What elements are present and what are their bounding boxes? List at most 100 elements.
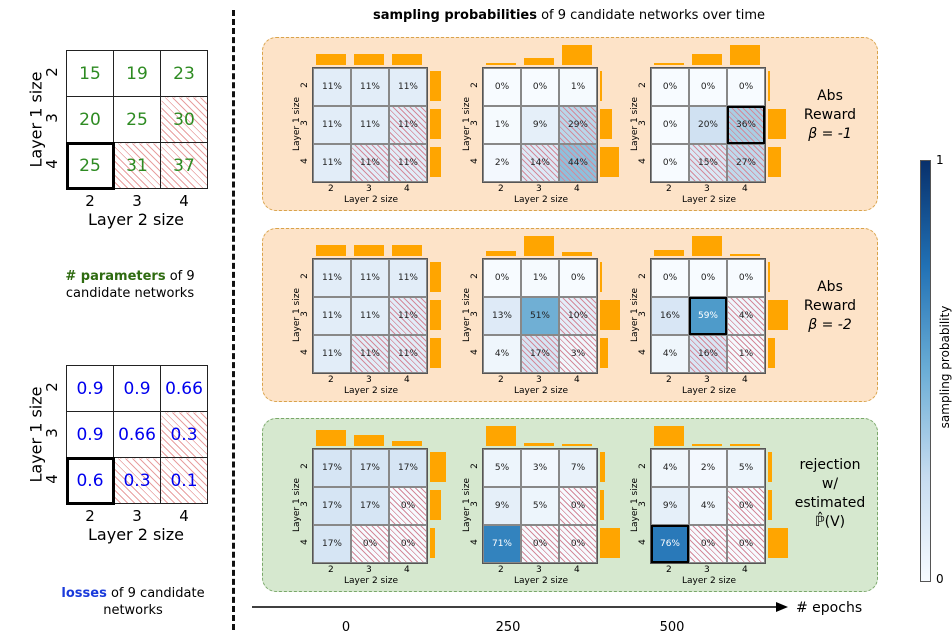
mini-side-bar [430, 452, 447, 482]
mini-cell: 1% [559, 68, 597, 106]
mini-side-bar [768, 109, 786, 139]
epoch-tick-0: 0 [341, 620, 351, 635]
mini-side-marginals [768, 258, 788, 372]
mini-top-bar [524, 443, 554, 446]
colorbar [920, 160, 931, 582]
params-caption-bold: # parameters [65, 269, 166, 284]
mini-side-marginals [600, 258, 620, 372]
mini-cell: 5% [727, 449, 765, 487]
mini-cell: 29% [559, 106, 597, 144]
mini-col-tick: 3 [366, 565, 372, 575]
mini-col-tick: 2 [498, 565, 504, 575]
params-cell: 30 [160, 96, 208, 143]
loss-row: 0.9 0.9 0.66 [66, 365, 208, 412]
mini-col-tick: 4 [742, 375, 748, 385]
mini-col-tick: 4 [574, 375, 580, 385]
mini-side-bar [600, 452, 605, 482]
mini-top-bar [392, 245, 422, 256]
mini-top-bar [316, 54, 346, 65]
mini-side-bar [768, 300, 788, 330]
params-cell: 20 [66, 96, 114, 143]
mini-cell: 3% [521, 449, 559, 487]
mini-side-marginals [600, 67, 620, 181]
mini-side-bar [768, 262, 770, 292]
params-row: 25 31 37 [65, 141, 208, 190]
mini-xlabel: Layer 2 size [514, 195, 568, 205]
loss-cell: 0.3 [160, 411, 208, 458]
mini-top-bar [692, 53, 722, 65]
mini-cell: 17% [351, 449, 389, 487]
mini-side-bar [600, 71, 602, 101]
mini-cell: 15% [689, 144, 727, 182]
mini-ylabel: Layer 1 size [630, 97, 640, 151]
mini-col-tick: 2 [328, 375, 334, 385]
mini-top-bar [730, 444, 760, 446]
mini-side-bar [430, 71, 441, 101]
mini-col-tick: 2 [666, 565, 672, 575]
mini-top-marginals [650, 236, 764, 256]
mini-top-bar [316, 245, 346, 256]
mini-col-tick: 3 [366, 375, 372, 385]
mini-grid: 17% 17% 17% 17% 17% 0% 17% 0% 0% [312, 448, 428, 564]
mini-cell: 0% [483, 68, 521, 106]
mini-top-marginals [482, 236, 596, 256]
mini-cell: 11% [389, 144, 427, 182]
mini-cell: 59% [689, 297, 727, 335]
mini-ylabel: Layer 1 size [292, 478, 302, 532]
loss-cell: 0.3 [113, 457, 161, 504]
mini-heatmap: 11% 11% 11% 11% 11% 11% 11% 11% 11% 2 2 3 3 4 4 Layer 2… [292, 54, 452, 207]
mini-cell: 17% [313, 449, 351, 487]
row-label-1: Abs Reward β = -2 [790, 278, 870, 335]
params-row-tick: 2 [43, 67, 61, 77]
mini-xlabel: Layer 2 size [344, 195, 398, 205]
mini-grid: 11% 11% 11% 11% 11% 11% 11% 11% 11% [312, 258, 428, 374]
mini-top-bar [654, 249, 684, 256]
mini-cell: 44% [559, 144, 597, 182]
mini-side-bar [430, 300, 441, 330]
mini-top-marginals [312, 236, 426, 256]
mini-cell: 5% [483, 449, 521, 487]
loss-row-tick: 3 [43, 428, 61, 438]
loss-cell: 0.9 [66, 411, 114, 458]
mini-row-tick: 2 [637, 463, 648, 469]
mini-cell: 1% [483, 106, 521, 144]
mini-side-bar [768, 490, 773, 520]
loss-caption: losses of 9 candidate networks [48, 585, 218, 619]
mini-top-bar [392, 440, 422, 446]
mini-col-tick: 4 [404, 375, 410, 385]
row-label-2: rejection w/estimated ℙ̂(V) [790, 456, 870, 532]
mini-top-bar [486, 250, 516, 256]
mini-heatmap: 5% 3% 7% 9% 5% 0% 71% 0% 0% 2 2 3 3 4 4 Layer 2 size Lay… [462, 426, 622, 588]
mini-col-tick: 3 [366, 184, 372, 194]
params-cell: 31 [113, 142, 161, 189]
mini-cell: 16% [651, 297, 689, 335]
mini-cell: 5% [521, 487, 559, 525]
mini-top-bar [730, 45, 760, 65]
mini-xlabel: Layer 2 size [514, 576, 568, 586]
mini-cell: 0% [483, 259, 521, 297]
mini-side-bar [600, 147, 620, 177]
mini-cell: 4% [651, 335, 689, 373]
loss-cell: 0.6 [65, 456, 115, 505]
mini-top-bar [524, 236, 554, 256]
mini-heatmap: 17% 17% 17% 17% 17% 0% 17% 0% 0% 2 2 3 3 4 4 Layer 2 si… [292, 429, 452, 588]
mini-top-marginals [650, 426, 764, 446]
mini-side-marginals [430, 258, 450, 372]
mini-ylabel: Layer 1 size [462, 478, 472, 532]
mini-col-tick: 4 [574, 565, 580, 575]
mini-cell: 1% [727, 335, 765, 373]
colorbar-title: sampling probability [938, 305, 952, 429]
mini-cell: 17% [313, 487, 351, 525]
mini-row-tick: 2 [637, 273, 648, 279]
loss-row: 0.9 0.66 0.3 [66, 411, 208, 458]
mini-col-tick: 4 [404, 184, 410, 194]
mini-cell: 20% [689, 106, 727, 144]
loss-col-tick: 3 [132, 507, 142, 525]
mini-xlabel: Layer 2 size [514, 386, 568, 396]
mini-top-bar [562, 251, 592, 256]
mini-side-bar [768, 147, 782, 177]
mini-ylabel: Layer 1 size [630, 478, 640, 532]
mini-cell: 13% [483, 297, 521, 335]
mini-col-tick: 4 [742, 184, 748, 194]
row-label-line: β = -1 [808, 126, 852, 142]
